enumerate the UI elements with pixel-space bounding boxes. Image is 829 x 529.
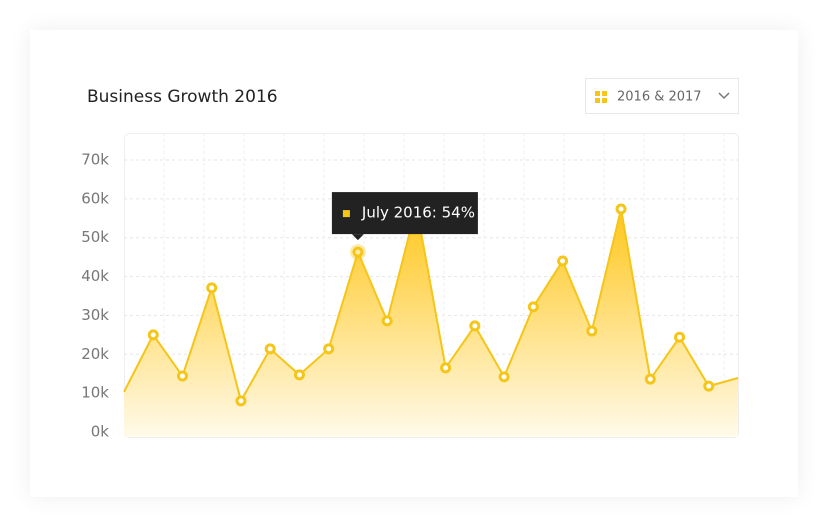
point-marker [469, 320, 481, 332]
point-marker [440, 362, 452, 374]
y-tick-label: 30k [81, 306, 109, 324]
point-marker [147, 329, 159, 341]
point-marker [557, 255, 569, 267]
chart-title: Business Growth 2016 [87, 87, 278, 107]
tooltip-swatch [342, 210, 350, 218]
point-marker [352, 246, 364, 258]
point-marker [703, 380, 715, 392]
point-marker [615, 203, 627, 215]
y-tick-label: 10k [81, 384, 109, 402]
point-marker [527, 301, 539, 313]
filter-dropdown[interactable] [585, 78, 739, 114]
point-marker [674, 331, 686, 343]
point-marker [644, 373, 656, 385]
point-marker [586, 325, 598, 337]
tooltip-arrow [351, 234, 364, 241]
point-marker [176, 370, 188, 382]
filter-icon [595, 91, 607, 103]
y-tick-label: 20k [81, 345, 109, 363]
y-tick-label: 60k [81, 189, 109, 207]
tooltip-text: July 2016: 54% [361, 204, 475, 222]
point-marker [381, 315, 393, 327]
area-line [123, 206, 739, 404]
y-tick-label: 50k [81, 228, 109, 246]
hover-halo [349, 244, 366, 261]
y-tick-label: 40k [81, 267, 109, 285]
point-marker [323, 343, 335, 355]
y-tick-label: 70k [81, 151, 109, 169]
y-tick-label: 0k [91, 423, 110, 441]
point-marker [293, 369, 305, 381]
filter-label: 2016 & 2017 [617, 90, 702, 105]
chevron [718, 92, 730, 100]
point-marker [235, 395, 247, 407]
point-marker [264, 343, 276, 355]
area-fill [124, 206, 738, 437]
plot-frame [124, 133, 739, 438]
point-marker [206, 282, 218, 294]
tooltip-box [331, 192, 478, 235]
point-marker [498, 371, 510, 383]
